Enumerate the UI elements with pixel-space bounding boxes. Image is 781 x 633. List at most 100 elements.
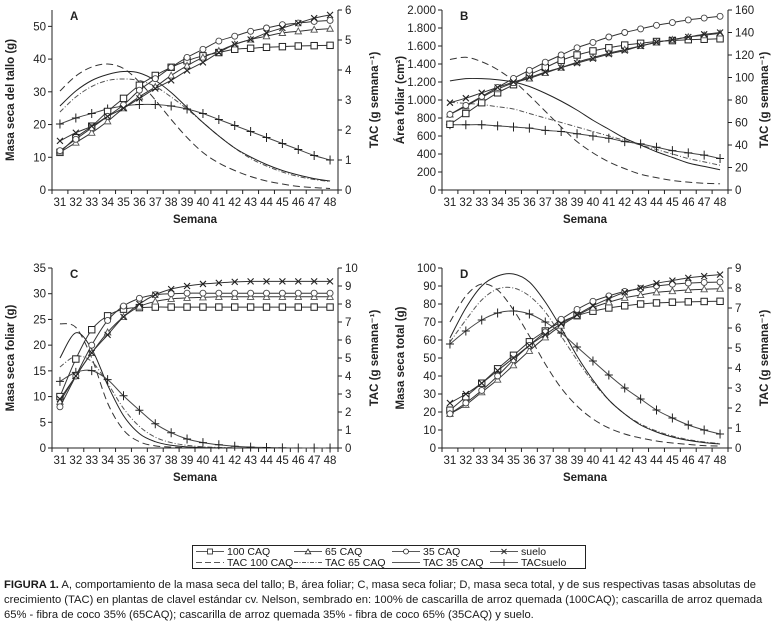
series-tacsuelo xyxy=(445,120,725,163)
legend-row-tac: TAC 100 CAQ TAC 65 CAQ TAC 35 CAQ TACsue… xyxy=(193,557,585,569)
legend-swatch-x xyxy=(490,548,518,555)
chart-panel-a: 0 10 20 30 40 50 0 1 2 3 4 5 6 31 32 33 34 35 36 37 38 39 40 41… xyxy=(0,0,390,255)
data-point-tacsuelo xyxy=(652,405,661,415)
x-tick-label: 34 xyxy=(101,455,114,467)
series-tac-65-caq xyxy=(449,101,721,166)
data-point-100-caq xyxy=(493,365,502,373)
legend-swatch-dash-dot xyxy=(294,562,322,563)
data-point-100-caq xyxy=(462,109,470,118)
data-point-35-caq xyxy=(684,16,692,24)
data-point-35-caq xyxy=(541,58,549,66)
data-point-suelo xyxy=(684,33,692,41)
x-tick-label: 45 xyxy=(276,197,289,209)
y-tick-label-right: 160 xyxy=(735,5,754,17)
series-tac-100-caq xyxy=(59,63,331,189)
chart-panel-c: 0 5 10 15 20 25 30 35 0 1 2 3 4 5 6 7 8 9 10 31 32 33 34 35 36 37… xyxy=(0,258,390,513)
figure-caption: FIGURA 1. A, comportamiento de la masa s… xyxy=(4,578,776,623)
data-point-tacsuelo xyxy=(262,442,271,452)
legend-label: 65 CAQ xyxy=(325,545,363,558)
series-35-caq xyxy=(446,278,724,418)
data-point-tacsuelo xyxy=(477,315,486,325)
x-tick-label: 33 xyxy=(85,455,98,467)
y-tick-label-left: 1.000 xyxy=(407,95,436,107)
data-point-35-caq xyxy=(247,289,255,297)
x-tick-label: 43 xyxy=(634,455,647,467)
data-point-35-caq xyxy=(653,21,660,29)
data-point-35-caq xyxy=(462,399,470,407)
data-point-65-caq xyxy=(652,288,661,296)
data-point-tacsuelo xyxy=(604,133,613,143)
x-tick-label: 40 xyxy=(197,197,210,209)
y-tick-label-right: 40 xyxy=(735,140,748,152)
data-point-100-caq xyxy=(199,303,207,311)
y-tick-label-right: 10 xyxy=(345,263,358,275)
data-point-tacsuelo xyxy=(230,441,239,451)
series-65-caq xyxy=(55,24,335,156)
data-point-tacsuelo xyxy=(119,391,128,401)
x-tick-label: 38 xyxy=(165,197,178,209)
data-point-100-caq xyxy=(246,44,255,52)
data-point-100-caq xyxy=(310,41,318,50)
data-point-tacsuelo xyxy=(183,434,192,444)
data-point-100-caq xyxy=(605,304,613,312)
y-tick-label-right: 8 xyxy=(735,283,741,295)
data-point-tacsuelo xyxy=(541,125,550,135)
data-point-suelo xyxy=(263,277,270,285)
data-point-suelo xyxy=(589,302,597,310)
data-point-100-caq xyxy=(478,99,486,107)
y-tick-label-left: 400 xyxy=(417,149,436,161)
y-tick-label-left: 15 xyxy=(33,366,46,378)
data-point-65-caq xyxy=(278,28,287,36)
data-point-suelo xyxy=(167,285,175,293)
data-point-tacsuelo xyxy=(700,425,709,435)
x-tick-label: 39 xyxy=(181,455,194,467)
data-point-35-caq xyxy=(263,24,270,32)
data-point-35-caq xyxy=(605,33,613,41)
series-line-35-caq xyxy=(59,19,331,152)
legend-label: 100 CAQ xyxy=(227,545,271,558)
data-point-65-caq xyxy=(167,71,176,79)
data-point-100-caq xyxy=(446,120,454,128)
data-point-suelo xyxy=(183,282,191,290)
data-point-100-caq xyxy=(231,303,239,311)
data-point-suelo xyxy=(669,36,676,44)
data-point-suelo xyxy=(621,47,629,54)
data-point-tacsuelo xyxy=(604,370,613,380)
series-line-100-caq xyxy=(449,38,721,125)
y-tick-label-right: 1 xyxy=(735,423,741,435)
data-point-100-caq xyxy=(183,303,191,311)
y-tick-label-left: 35 xyxy=(33,263,46,275)
data-point-suelo xyxy=(526,342,533,349)
y-tick-label-right: 80 xyxy=(735,95,748,107)
legend-item-tac-100caq: TAC 100 CAQ xyxy=(193,557,293,569)
data-point-65-caq xyxy=(604,297,613,306)
data-point-35-caq xyxy=(589,297,597,305)
y-tick-label-right: 2 xyxy=(345,407,351,419)
data-point-tacsuelo xyxy=(246,127,255,136)
data-point-suelo xyxy=(120,104,127,112)
data-point-tacsuelo xyxy=(214,115,223,124)
y-tick-label-right: 0 xyxy=(345,443,351,455)
x-tick-label: 45 xyxy=(666,197,679,209)
x-tick-label: 31 xyxy=(54,455,67,467)
data-point-suelo xyxy=(541,331,549,338)
data-point-tacsuelo xyxy=(620,383,629,393)
y-tick-label-left: 50 xyxy=(423,353,436,365)
y-tick-label-right: 3 xyxy=(735,383,741,395)
x-tick-label: 35 xyxy=(507,197,520,209)
x-tick-label: 40 xyxy=(197,455,210,467)
data-point-100-caq xyxy=(716,35,724,43)
data-point-tacsuelo xyxy=(167,428,176,438)
x-tick-label: 39 xyxy=(571,197,584,209)
data-point-tacsuelo xyxy=(294,443,303,453)
y-axis-label-right: TAC (g semana⁻¹) xyxy=(759,52,771,149)
series-line-65-caq xyxy=(59,296,331,402)
data-point-tacsuelo xyxy=(326,155,335,165)
data-point-65-caq xyxy=(509,360,518,369)
y-axis-label-left: Masa seca total (g) xyxy=(395,306,407,409)
y-tick-label-left: 30 xyxy=(423,389,436,401)
series-tac-35-caq xyxy=(59,70,331,182)
panel-label: D xyxy=(460,269,468,281)
x-tick-label: 32 xyxy=(69,455,82,467)
